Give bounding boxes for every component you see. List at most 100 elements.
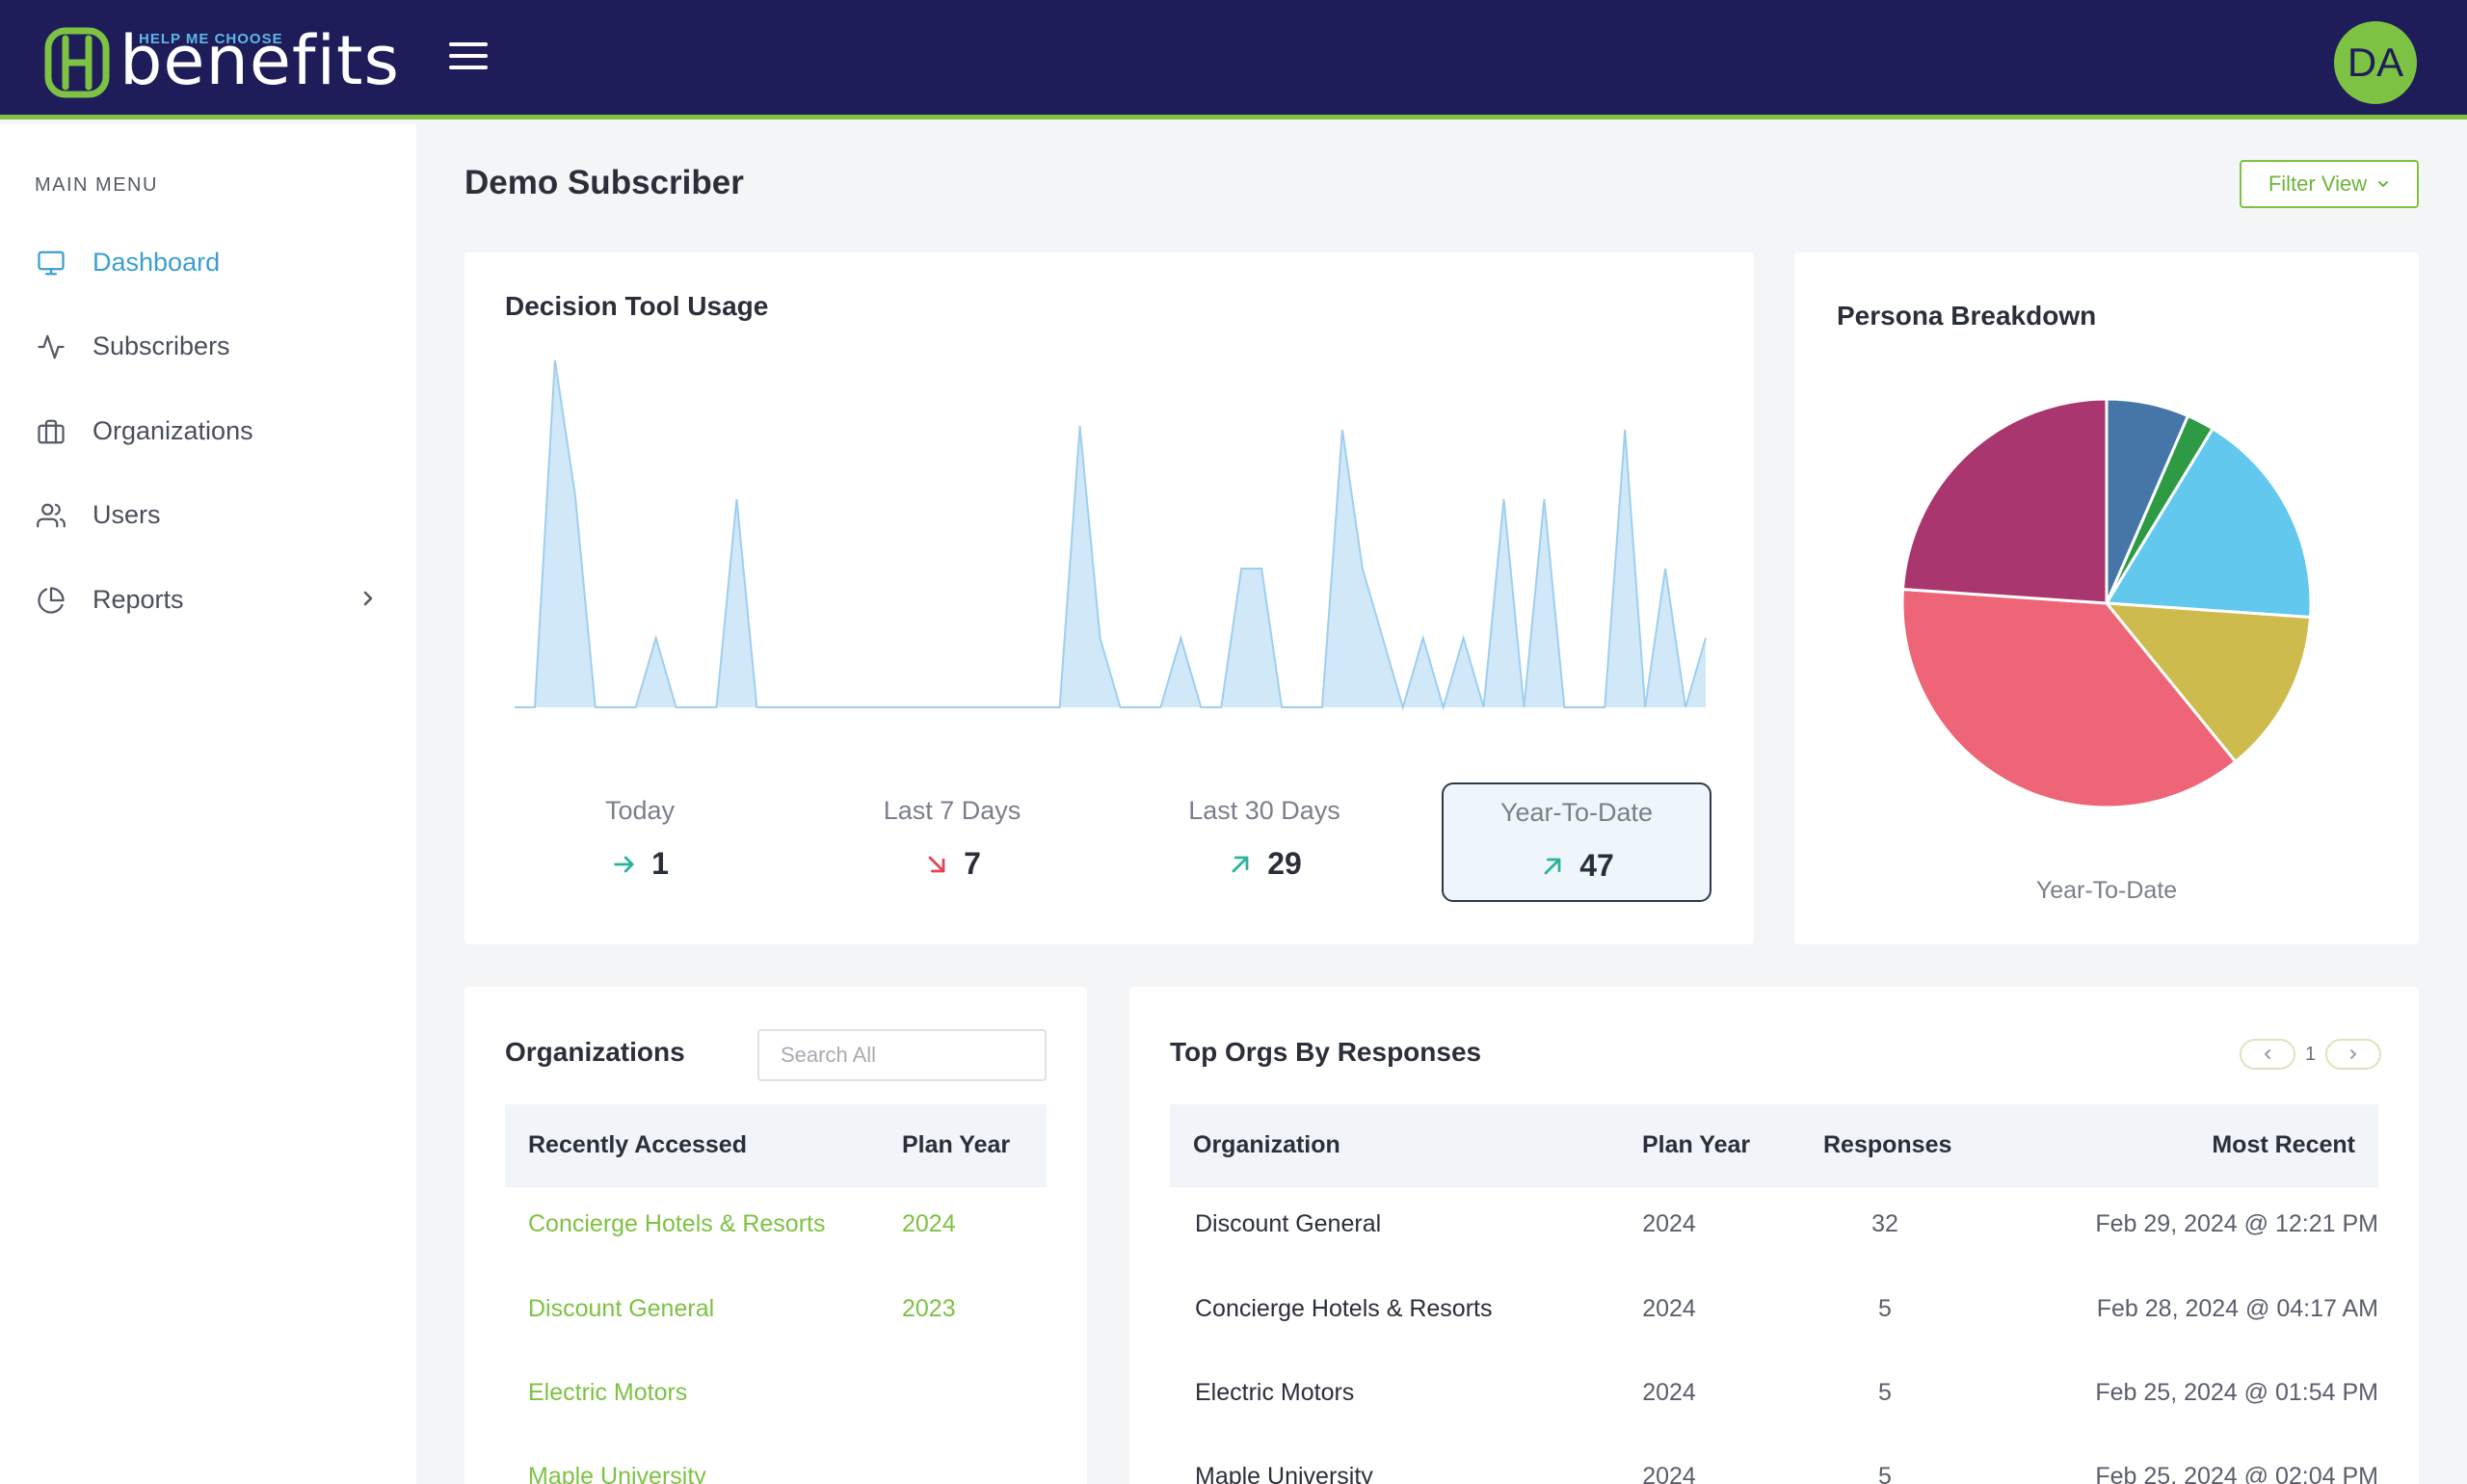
column-header-plan-year: Plan Year xyxy=(1642,1131,1751,1158)
usage-data-point[interactable] xyxy=(933,702,944,711)
search-input[interactable] xyxy=(757,1029,1047,1081)
stat-last-30-days[interactable]: Last 30 Days 29 xyxy=(1129,782,1399,902)
usage-data-point[interactable] xyxy=(913,702,924,711)
org-plan-year-link[interactable]: 2024 xyxy=(902,1210,956,1237)
sidebar-item-label: Reports xyxy=(93,584,184,614)
usage-data-point[interactable] xyxy=(1134,702,1146,711)
usage-data-point[interactable] xyxy=(509,702,520,711)
next-page-button[interactable] xyxy=(2325,1039,2382,1070)
sidebar-item-label: Dashboard xyxy=(93,247,221,277)
organizations-card: Organizations Recently Accessed Plan Yea… xyxy=(464,987,1087,1484)
arrow-right-icon xyxy=(614,856,634,872)
usage-data-point[interactable] xyxy=(1235,563,1247,574)
filter-view-button[interactable]: Filter View xyxy=(2240,160,2419,208)
stat-value-row: 29 xyxy=(1129,846,1399,882)
usage-data-point[interactable] xyxy=(1095,632,1106,644)
page-title: Demo Subscriber xyxy=(464,164,744,201)
org-plan-year-link[interactable]: 2023 xyxy=(902,1295,956,1322)
year-text: 2024 xyxy=(1642,1379,1696,1406)
usage-data-point[interactable] xyxy=(832,702,843,711)
sidebar-item-reports[interactable]: Reports xyxy=(0,566,416,633)
hamburger-menu-icon[interactable] xyxy=(449,42,488,77)
responses-text: 5 xyxy=(1878,1379,1892,1406)
arrow-up-right-icon xyxy=(1232,856,1249,872)
usage-data-point[interactable] xyxy=(994,702,1005,711)
sidebar-item-users[interactable]: Users xyxy=(0,481,416,548)
usage-data-point[interactable] xyxy=(691,702,703,711)
usage-data-point[interactable] xyxy=(1014,702,1025,711)
persona-breakdown-card: Persona Breakdown Year-To-Date xyxy=(1794,252,2419,944)
column-header-most-recent: Most Recent xyxy=(2212,1131,2355,1158)
decision-tool-usage-card: Decision Tool Usage Today 1 Last 7 Days … xyxy=(464,252,1754,944)
table-cell-most-recent: Feb 25, 2024 @ 01:54 PM xyxy=(2095,1379,2378,1406)
usage-data-point[interactable] xyxy=(872,702,884,711)
pie-chart-icon xyxy=(38,587,65,614)
stat-label: Last 7 Days xyxy=(883,796,1021,825)
year-text: 2024 xyxy=(1642,1463,1696,1484)
usage-data-point[interactable] xyxy=(610,702,622,711)
user-avatar[interactable]: DA xyxy=(2334,21,2417,104)
pagination: 1 xyxy=(2240,1039,2382,1070)
pie-slice[interactable] xyxy=(2104,426,2313,620)
sidebar-item-dashboard[interactable]: Dashboard xyxy=(0,228,416,296)
prev-page-button[interactable] xyxy=(2240,1039,2295,1070)
stat-value-row: 47 xyxy=(1444,848,1710,884)
logo[interactable]: HELP ME CHOOSE benefits xyxy=(42,25,399,100)
usage-data-point[interactable] xyxy=(1337,424,1348,436)
usage-data-point[interactable] xyxy=(570,490,581,501)
responses-text: 32 xyxy=(1871,1210,1898,1237)
usage-data-point[interactable] xyxy=(811,702,823,711)
usage-data-point[interactable] xyxy=(549,355,561,366)
organizations-table-header: Recently Accessed Plan Year xyxy=(505,1104,1047,1187)
usage-data-point[interactable] xyxy=(1256,563,1267,574)
responses-text: 5 xyxy=(1878,1295,1892,1322)
usage-data-point[interactable] xyxy=(1538,493,1550,505)
usage-data-point[interactable] xyxy=(1418,632,1429,644)
pie-slice[interactable] xyxy=(2103,601,2313,764)
usage-data-point[interactable] xyxy=(1296,702,1308,711)
sidebar: MAIN MENU Dashboard Subscribers Organiza… xyxy=(0,124,416,1484)
usage-data-point[interactable] xyxy=(771,702,783,711)
usage-data-point[interactable] xyxy=(1034,702,1046,711)
table-cell-most-recent: Feb 29, 2024 @ 12:21 PM xyxy=(2095,1210,2378,1237)
usage-data-point[interactable] xyxy=(1458,632,1470,644)
column-header-recently-accessed: Recently Accessed xyxy=(528,1131,747,1158)
usage-data-point[interactable] xyxy=(1074,420,1086,432)
chevron-right-icon xyxy=(2350,1049,2357,1059)
top-orgs-table-header: Organization Plan Year Responses Most Re… xyxy=(1170,1104,2378,1187)
usage-data-point[interactable] xyxy=(1357,563,1368,574)
column-header-plan-year: Plan Year xyxy=(902,1131,1011,1158)
stat-label: Last 30 Days xyxy=(1188,796,1340,825)
usage-card-title: Decision Tool Usage xyxy=(505,291,769,321)
table-cell-org: Electric Motors xyxy=(1195,1379,1355,1406)
usage-data-point[interactable] xyxy=(1175,632,1186,644)
usage-data-point[interactable] xyxy=(1659,563,1671,574)
org-link[interactable]: Discount General xyxy=(528,1295,715,1322)
usage-data-point[interactable] xyxy=(730,493,742,505)
usage-data-point[interactable] xyxy=(973,702,985,711)
sidebar-item-organizations[interactable]: Organizations xyxy=(0,397,416,464)
usage-data-point[interactable] xyxy=(852,702,863,711)
filter-view-label: Filter View xyxy=(2268,172,2368,196)
usage-data-point[interactable] xyxy=(892,702,904,711)
usage-data-point[interactable] xyxy=(650,632,662,644)
logo-mark-icon xyxy=(44,27,110,98)
usage-data-point[interactable] xyxy=(1499,493,1510,505)
usage-data-point[interactable] xyxy=(1700,632,1711,644)
usage-data-point[interactable] xyxy=(791,702,803,711)
org-link[interactable]: Concierge Hotels & Resorts xyxy=(528,1210,826,1237)
stat-today[interactable]: Today 1 xyxy=(505,782,775,902)
usage-data-point[interactable] xyxy=(953,702,965,711)
logo-tagline: HELP ME CHOOSE xyxy=(139,31,283,47)
pie-slice[interactable] xyxy=(1900,587,2238,809)
usage-data-point[interactable] xyxy=(1619,424,1631,436)
stat-last-7-days[interactable]: Last 7 Days 7 xyxy=(817,782,1087,902)
org-link[interactable]: Maple University xyxy=(528,1463,706,1484)
pie-slice[interactable] xyxy=(1900,397,2109,605)
usage-data-point[interactable] xyxy=(1578,702,1590,711)
org-link[interactable]: Electric Motors xyxy=(528,1379,688,1406)
stat-year-to-date[interactable]: Year-To-Date 47 xyxy=(1442,782,1711,902)
usage-data-point[interactable] xyxy=(1377,632,1389,644)
sidebar-item-subscribers[interactable]: Subscribers xyxy=(0,312,416,380)
arrow-up-right-icon xyxy=(1544,858,1561,874)
